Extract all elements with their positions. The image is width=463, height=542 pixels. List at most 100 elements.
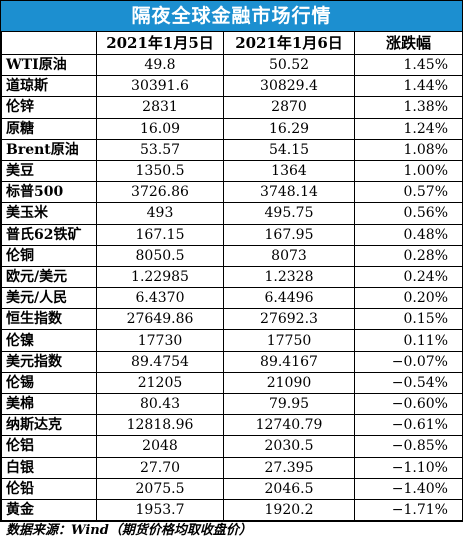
row-value-date2: 89.4167 [223,350,355,373]
source-note: 数据来源：Wind（期货价格均取收盘价） [6,523,252,538]
row-value-date1: 2831 [96,96,224,119]
row-value-date1: 30391.6 [96,75,224,98]
table-row: 伦铜 8050.5 8073 0.28% [1,244,463,267]
row-name: 纳斯达克 [1,414,97,437]
row-change: 0.11% [354,329,463,352]
row-change: 0.28% [354,244,463,267]
row-value-date2: 50.52 [223,53,355,77]
row-value-date1: 21205 [96,371,224,395]
header-row: 2021年1月5日 2021年1月6日 涨跌幅 [1,31,463,55]
table-row: 美元指数 89.4754 89.4167 −0.07% [1,350,463,373]
row-name: 标普500 [1,181,97,204]
row-name: 欧元/美元 [1,265,97,289]
row-value-date1: 17730 [96,329,224,352]
row-value-date2: 30829.4 [223,75,355,98]
table-row: 美玉米 493 495.75 0.56% [1,202,463,225]
table-row: 普氏62铁矿 167.15 167.95 0.48% [1,223,463,246]
table-row: 恒生指数 27649.86 27692.3 0.15% [1,308,463,331]
row-change: 1.08% [354,138,463,161]
row-value-date1: 89.4754 [96,350,224,373]
row-value-date1: 1953.7 [96,498,224,522]
row-value-date1: 1350.5 [96,159,224,183]
row-change: −1.40% [354,477,463,500]
row-name: 黄金 [1,498,97,522]
row-value-date1: 6.4370 [96,287,224,310]
table-row: 纳斯达克 12818.96 12740.79 −0.61% [1,414,463,437]
table-row: 道琼斯 30391.6 30829.4 1.44% [1,75,463,98]
row-change: 1.24% [354,117,463,140]
row-value-date2: 2030.5 [223,435,355,458]
row-change: −0.60% [354,392,463,416]
table-title: 隔夜全球金融市场行情 [1,1,462,31]
row-value-date1: 12818.96 [96,414,224,437]
table-row: 伦铅 2075.5 2046.5 −1.40% [1,477,463,500]
row-name: 美玉米 [1,202,97,225]
market-table: 2021年1月5日 2021年1月6日 涨跌幅 WTI原油 49.8 50.52 1.… [1,31,463,522]
row-value-date2: 6.4496 [223,287,355,310]
row-value-date1: 167.15 [96,223,224,246]
row-change: 1.00% [354,159,463,183]
row-value-date2: 27692.3 [223,308,355,331]
header-change: 涨跌幅 [354,31,463,55]
row-value-date2: 1364 [223,159,355,183]
table-row: Brent原油 53.57 54.15 1.08% [1,138,463,161]
row-value-date2: 2870 [223,96,355,119]
row-value-date1: 80.43 [96,392,224,416]
row-value-date1: 1.22985 [96,265,224,289]
row-name: 伦锡 [1,371,97,395]
table-row: 白银 27.70 27.395 −1.10% [1,456,463,479]
table-row: 美棉 80.43 79.95 −0.60% [1,392,463,416]
row-value-date2: 1920.2 [223,498,355,522]
row-value-date1: 3726.86 [96,181,224,204]
row-change: 1.45% [354,53,463,77]
row-value-date1: 53.57 [96,138,224,161]
table-row: WTI原油 49.8 50.52 1.45% [1,53,463,77]
row-value-date2: 17750 [223,329,355,352]
row-name: 普氏62铁矿 [1,223,97,246]
row-name: 伦锌 [1,96,97,119]
row-value-date2: 54.15 [223,138,355,161]
row-name: 美棉 [1,392,97,416]
row-value-date2: 8073 [223,244,355,267]
row-value-date2: 3748.14 [223,181,355,204]
header-date1: 2021年1月5日 [96,31,224,55]
row-name: 伦铜 [1,244,97,267]
row-change: 0.20% [354,287,463,310]
row-value-date2: 12740.79 [223,414,355,437]
row-name: 白银 [1,456,97,479]
table-row: 伦镍 17730 17750 0.11% [1,329,463,352]
row-change: 0.48% [354,223,463,246]
row-change: 0.15% [354,308,463,331]
row-value-date2: 1.2328 [223,265,355,289]
row-value-date2: 2046.5 [223,477,355,500]
row-name: 恒生指数 [1,308,97,331]
row-name: 美豆 [1,159,97,183]
row-value-date2: 167.95 [223,223,355,246]
row-value-date1: 16.09 [96,117,224,140]
row-change: −0.61% [354,414,463,437]
row-change: 1.38% [354,96,463,119]
row-change: 1.44% [354,75,463,98]
row-name: 美元/人民 [1,287,97,310]
row-name: 原糖 [1,117,97,140]
row-change: 0.56% [354,202,463,225]
row-name: 道琼斯 [1,75,97,98]
row-value-date2: 21090 [223,371,355,395]
row-value-date1: 2075.5 [96,477,224,500]
row-value-date2: 16.29 [223,117,355,140]
row-value-date1: 27.70 [96,456,224,479]
row-change: −0.85% [354,435,463,458]
table-row: 美元/人民 6.4370 6.4496 0.20% [1,287,463,310]
table-row: 标普500 3726.86 3748.14 0.57% [1,181,463,204]
row-value-date1: 27649.86 [96,308,224,331]
row-value-date2: 27.395 [223,456,355,479]
row-name: 美元指数 [1,350,97,373]
row-change: 0.57% [354,181,463,204]
header-date2: 2021年1月6日 [223,31,355,55]
row-value-date2: 495.75 [223,202,355,225]
row-value-date1: 49.8 [96,53,224,77]
table-row: 欧元/美元 1.22985 1.2328 0.24% [1,265,463,289]
row-change: 0.24% [354,265,463,289]
row-change: −1.10% [354,456,463,479]
row-value-date1: 2048 [96,435,224,458]
